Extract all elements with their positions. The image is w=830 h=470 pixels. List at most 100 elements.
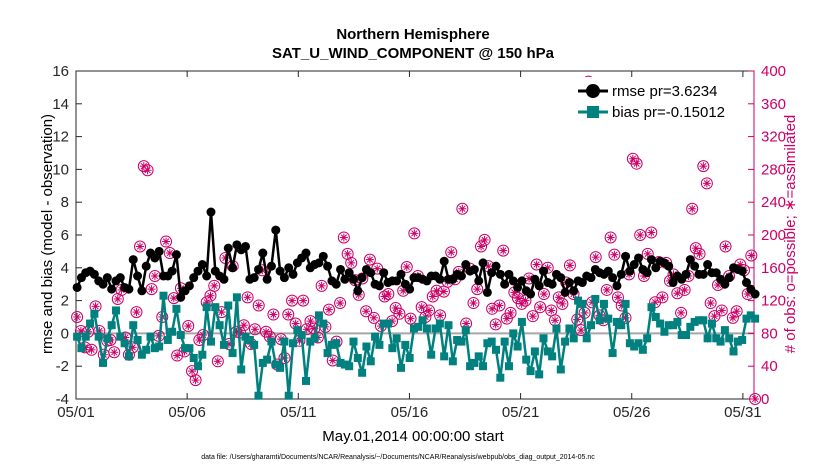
- bias-point: [457, 337, 466, 346]
- bias-point: [656, 319, 665, 328]
- obs-possible-marker: [563, 259, 576, 272]
- obs-point: [337, 231, 350, 244]
- bias-point: [513, 342, 522, 351]
- bias-point: [94, 332, 103, 341]
- y2-tick-label: 320: [761, 129, 786, 146]
- bias-point: [591, 294, 600, 303]
- rmse-point: [741, 278, 751, 288]
- bias-point: [712, 334, 721, 343]
- obs-point: [730, 305, 743, 318]
- bias-point: [565, 324, 574, 333]
- obs-point: [345, 256, 358, 269]
- bias-point: [746, 311, 755, 320]
- obs-point: [182, 320, 195, 333]
- bias-point: [388, 344, 397, 353]
- obs-assimilated-marker: [211, 282, 218, 289]
- obs-point: [489, 318, 502, 331]
- obs-assimilated-marker: [92, 303, 99, 310]
- rmse-point: [474, 276, 484, 286]
- obs-point: [475, 240, 488, 253]
- bias-point: [409, 324, 418, 333]
- obs-possible-marker: [248, 323, 261, 336]
- bias-point: [111, 306, 120, 315]
- obs-assimilated-marker: [555, 294, 562, 301]
- obs-possible-marker: [745, 249, 758, 262]
- bias-point: [228, 349, 237, 358]
- bias-point: [466, 362, 475, 371]
- bias-point: [142, 345, 151, 354]
- bias-point: [414, 322, 423, 331]
- rmse-point: [621, 251, 631, 261]
- rmse-point: [547, 279, 557, 289]
- obs-possible-marker: [726, 311, 739, 324]
- obs-assimilated-marker: [696, 250, 703, 258]
- obs-assimilated-marker: [525, 275, 533, 282]
- bias-point: [535, 370, 544, 379]
- rmse-point: [323, 261, 333, 271]
- bias-point: [448, 357, 457, 366]
- obs-possible-marker: [715, 304, 728, 317]
- obs-possible-marker: [252, 299, 265, 312]
- obs-assimilated-marker: [548, 307, 555, 314]
- bias-point: [206, 337, 215, 346]
- obs-possible-marker: [71, 311, 84, 323]
- rmse-point: [487, 268, 497, 278]
- rmse-point: [374, 281, 384, 291]
- bias-point: [422, 324, 431, 333]
- bias-point: [647, 303, 656, 312]
- obs-assimilated-marker: [440, 288, 448, 295]
- y-tick-label: 14: [52, 96, 69, 113]
- obs-assimilated-marker: [700, 162, 707, 170]
- obs-possible-marker: [408, 227, 421, 240]
- obs-possible-marker: [145, 283, 158, 296]
- obs-possible-marker: [171, 349, 184, 362]
- bias-point: [375, 340, 384, 349]
- bias-point: [444, 321, 453, 330]
- rmse-point: [115, 273, 125, 283]
- obs-possible-marker: [600, 283, 613, 296]
- bias-point: [418, 316, 427, 325]
- obs-point: [549, 314, 562, 327]
- obs-assimilated-marker: [529, 313, 536, 320]
- obs-assimilated-marker: [418, 304, 425, 311]
- obs-assimilated-marker: [166, 249, 173, 257]
- bias-point: [99, 358, 108, 367]
- bias-point: [500, 337, 509, 346]
- obs-assimilated-marker: [348, 259, 355, 267]
- legend-rmse-marker: [586, 84, 600, 98]
- obs-possible-marker: [589, 251, 602, 264]
- bias-point: [90, 309, 99, 318]
- rmse-point: [508, 276, 518, 286]
- bias-point: [353, 354, 362, 362]
- obs-assimilated-marker: [748, 252, 755, 259]
- obs-assimilated-marker: [196, 336, 203, 344]
- obs-possible-marker: [382, 288, 395, 301]
- obs-point: [241, 291, 254, 304]
- obs-possible-marker: [430, 284, 443, 297]
- obs-assimilated-marker: [255, 302, 262, 309]
- bias-point: [574, 296, 583, 305]
- rmse-point: [340, 274, 350, 284]
- rmse-point: [258, 248, 268, 258]
- y2-tick-label: 160: [761, 260, 786, 277]
- rmse-point: [275, 266, 285, 276]
- obs-possible-marker: [489, 318, 502, 331]
- obs-point: [393, 307, 406, 320]
- obs-assimilated-marker: [470, 299, 477, 307]
- obs-assimilated-marker: [396, 310, 403, 317]
- obs-possible-marker: [456, 202, 469, 215]
- bias-point: [716, 337, 725, 346]
- rmse-point: [495, 269, 505, 279]
- bias-point: [699, 316, 708, 325]
- rmse-point: [405, 284, 415, 294]
- obs-possible-marker: [182, 320, 195, 333]
- bias-point: [159, 291, 168, 300]
- rmse-point: [150, 253, 160, 263]
- obs-point: [486, 302, 499, 315]
- obs-assimilated-marker: [559, 300, 566, 308]
- obs-possible-marker: [556, 297, 569, 310]
- bias-point: [237, 365, 246, 374]
- bias-point: [474, 352, 483, 361]
- bias-point: [189, 354, 198, 362]
- rmse-point: [128, 255, 138, 265]
